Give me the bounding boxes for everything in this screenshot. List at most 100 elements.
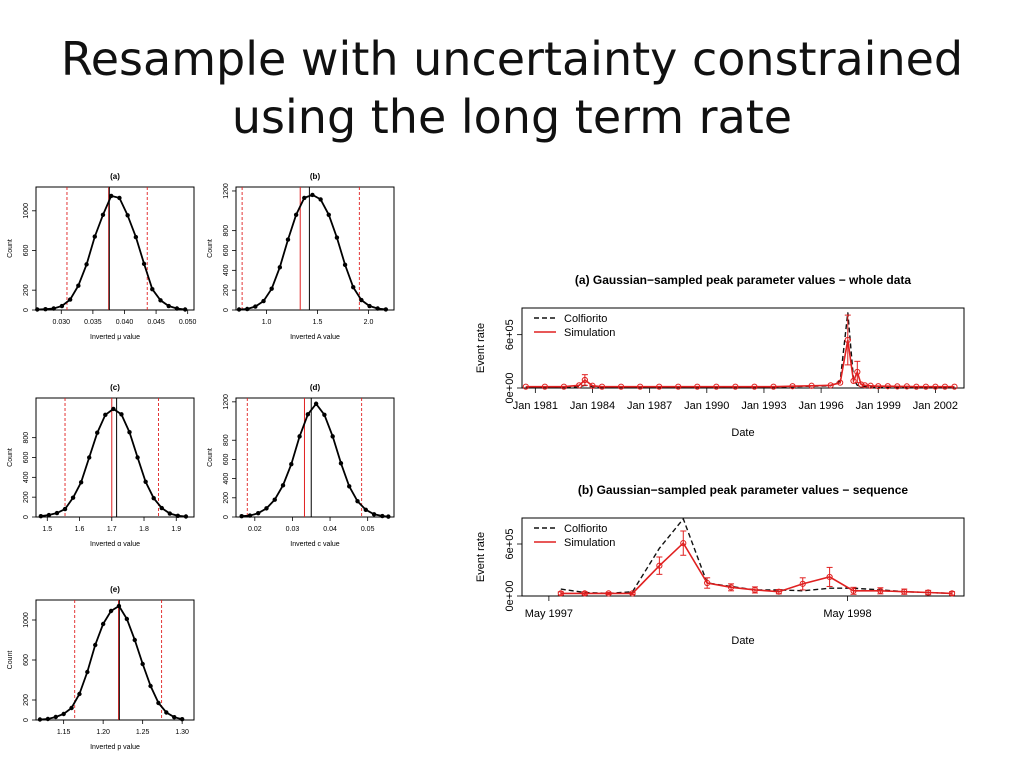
legend-label-colfiorito: Colfiorito [564,523,607,535]
data-point [54,510,60,516]
x-axis-label: Inverted A value [290,334,340,341]
x-tick-label: 1.9 [171,526,181,533]
distribution-line [241,402,389,518]
x-tick-label: 0.035 [84,319,102,326]
plot-frame [35,186,195,311]
y-tick-label: 6e+05 [504,319,516,350]
x-tick-label: 0.04 [323,526,337,533]
data-point [117,195,122,201]
x-tick-label: 1.7 [107,526,117,533]
simulation-point [925,589,932,596]
x-tick-label: 1.20 [96,729,110,736]
data-point [164,710,169,715]
y-tick-label: 200 [223,492,230,504]
simulation-point [789,383,796,390]
data-point [334,235,340,240]
simulation-point [751,586,759,594]
simulation-point [932,383,939,390]
simulation-point [808,382,815,389]
data-point [326,212,331,217]
panel-title: (a) [110,172,120,181]
data-point [375,306,380,311]
histogram-mu: (a) 0.030 0.035 0.040 0.045 0.050 0 200 600 1000 I… [7,172,197,341]
x-axis-label: Inverted c value [290,541,340,548]
legend-label-simulation: Simulation [564,537,615,549]
data-point [277,265,283,270]
data-point [239,514,244,519]
simulation-point [858,381,865,388]
simulation-point [827,382,834,389]
histogram-a: (b) 1.0 1.5 2.0 0 200 400 600 800 1200 Inverted A … [207,172,395,341]
simulation-point [522,383,529,390]
data-point [293,212,299,217]
simulation-point [941,383,949,390]
data-point [43,307,48,312]
data-point [313,401,319,406]
x-tick-label: 2.0 [364,319,374,326]
plot-frame [521,517,965,597]
legend-label-colfiorito: Colfiorito [564,313,607,325]
distribution-line [39,604,183,721]
y-tick-label: 200 [23,491,30,503]
panel-title: (c) [110,383,120,392]
x-tick-label: 1.6 [75,526,85,533]
simulation-point [560,383,568,390]
data-point [150,286,155,292]
slide-title-line-1: Resample with uncertainty constrained [60,32,964,86]
data-point [61,711,66,717]
simulation-point [826,573,833,581]
distribution-line [40,407,186,518]
y-tick-label: 0 [23,515,30,519]
data-point [100,212,106,217]
y-tick-label: 200 [23,284,30,296]
data-point [380,513,385,519]
data-point [175,513,181,519]
y-tick-label: 1000 [23,203,30,219]
data-point [77,691,82,697]
plot-frame [235,186,395,311]
legend-label-simulation: Simulation [564,327,615,339]
data-point [70,495,76,500]
y-tick-label: 800 [223,434,230,446]
data-point [103,412,108,418]
x-axis-label: Inverted α value [90,541,140,548]
data-point [38,514,44,519]
data-point [302,195,307,201]
y-axis-label: Count [207,448,214,467]
data-point [245,306,250,312]
x-tick-label: Jan 1996 [798,400,843,412]
distribution-line [37,194,186,311]
simulation-point [922,383,929,390]
data-point [342,262,348,268]
data-point [95,430,100,435]
simulation-point [775,588,782,595]
data-point [37,717,43,722]
y-tick-label: 200 [223,284,230,296]
simulation-point [732,383,739,390]
simulation-point [884,383,891,390]
x-tick-label: 0.030 [53,319,71,326]
panel-title: (b) Gaussian−sampled peak parameter valu… [578,483,908,497]
histogram-alpha: (c) 1.5 1.6 1.7 1.8 1.9 0 200 400 600 800 Inverted … [7,383,195,548]
data-point [367,303,372,309]
y-tick-label: 1200 [223,394,230,410]
x-tick-label: 0.045 [147,319,165,326]
data-point [124,616,130,622]
x-tick-label: Jan 2002 [913,400,958,412]
data-point [92,234,97,239]
simulation-point [850,587,857,594]
y-tick-label: 0 [23,308,30,312]
panel-title: (a) Gaussian−sampled peak parameter valu… [575,273,911,287]
simulation-point [727,584,735,591]
y-tick-label: 0 [223,515,230,519]
y-tick-label: 1200 [223,183,230,199]
plot-frame [35,599,195,721]
simulation-point [951,383,958,390]
data-point [45,716,51,722]
data-point [338,461,344,466]
data-point [236,307,242,312]
data-point [272,497,277,502]
data-point [76,283,81,288]
y-axis-label: Count [7,239,14,258]
data-point [359,297,364,303]
